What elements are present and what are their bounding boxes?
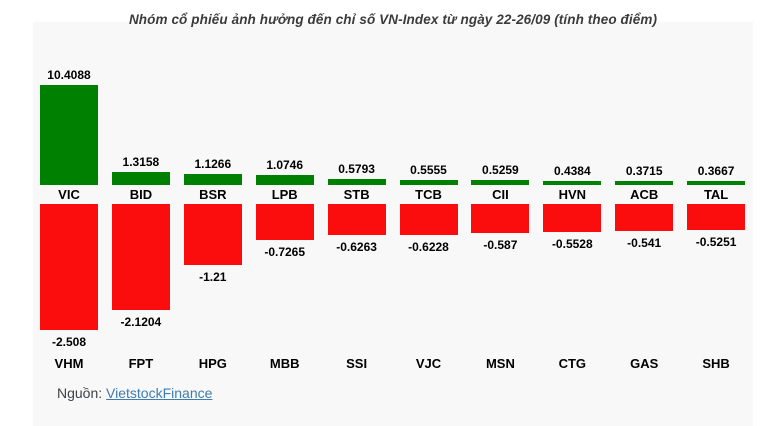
negative-value-label: -2.508	[51, 335, 87, 349]
negative-bar	[687, 204, 746, 230]
positive-ticker-label: ACB	[630, 187, 659, 202]
negative-ticker-label: CTG	[558, 356, 587, 371]
positive-value-label: 1.0746	[266, 158, 304, 172]
negative-bar	[40, 204, 98, 330]
source-line: Nguồn: VietstockFinance	[57, 385, 212, 401]
positive-bar	[471, 180, 530, 185]
negative-bar	[183, 204, 242, 265]
positive-ticker-label: HVN	[558, 187, 587, 202]
positive-ticker-label: TAL	[703, 187, 729, 202]
positive-bar	[687, 181, 746, 185]
negative-value-label: -1.21	[199, 270, 227, 284]
positive-ticker-label: LPB	[271, 187, 298, 202]
bar-column: 0.5259 CII -0.587 MSN	[471, 0, 530, 426]
positive-bar	[615, 181, 674, 185]
positive-ticker-label: TCB	[415, 187, 442, 202]
negative-ticker-label: VJC	[415, 356, 442, 371]
negative-bar	[399, 204, 458, 235]
negative-ticker-label: MBB	[269, 356, 300, 371]
bar-column: 1.0746 LPB -0.7265 MBB	[255, 0, 314, 426]
negative-ticker-label: VHM	[54, 356, 84, 371]
positive-value-label: 0.5259	[482, 163, 519, 177]
negative-ticker-label: SHB	[702, 356, 730, 371]
negative-bar	[255, 204, 314, 240]
source-link[interactable]: VietstockFinance	[106, 385, 213, 401]
negative-bar	[327, 204, 386, 235]
negative-bar	[543, 204, 602, 232]
positive-bar	[255, 175, 314, 185]
negative-value-label: -0.6263	[336, 240, 377, 254]
negative-ticker-label: FPT	[128, 356, 154, 371]
negative-value-label: -0.5251	[695, 235, 737, 249]
negative-bar	[471, 204, 530, 233]
negative-value-label: -0.6228	[408, 240, 449, 254]
bar-column: 0.3667 TAL -0.5251 SHB	[687, 0, 746, 426]
positive-value-label: 1.1266	[194, 157, 232, 171]
bar-column: 1.1266 BSR -1.21 HPG	[183, 0, 242, 426]
bar-column: 0.5793 STB -0.6263 SSI	[327, 0, 386, 426]
positive-value-label: 0.5793	[338, 162, 375, 176]
bar-column: 0.4384 HVN -0.5528 CTG	[543, 0, 602, 426]
positive-value-label: 0.3715	[625, 164, 663, 178]
bar-column: 10.4088 VIC -2.508 VHM	[40, 0, 98, 426]
positive-bar	[399, 180, 458, 185]
negative-ticker-label: MSN	[485, 356, 515, 371]
positive-ticker-label: CII	[492, 187, 509, 202]
positive-bar	[327, 179, 386, 185]
negative-value-label: -0.587	[483, 238, 518, 252]
positive-ticker-label: BID	[129, 187, 153, 202]
positive-value-label: 10.4088	[47, 68, 91, 82]
chart-title: Nhóm cổ phiếu ảnh hưởng đến chỉ số VN-In…	[128, 12, 658, 27]
negative-ticker-label: SSI	[346, 356, 368, 371]
positive-value-label: 0.3667	[697, 164, 735, 178]
bar-column: 1.3158 BID -2.1204 FPT	[111, 0, 170, 426]
positive-value-label: 1.3158	[122, 155, 160, 169]
positive-bar	[543, 181, 602, 185]
negative-value-label: -0.5528	[551, 237, 593, 251]
bar-column: 0.5555 TCB -0.6228 VJC	[399, 0, 458, 426]
positive-value-label: 0.4384	[553, 164, 591, 178]
positive-ticker-label: STB	[343, 187, 370, 202]
source-label: Nguồn:	[57, 385, 103, 401]
negative-ticker-label: HPG	[198, 356, 227, 371]
positive-value-label: 0.5555	[410, 163, 447, 177]
negative-bar	[615, 204, 674, 231]
negative-value-label: -0.7265	[264, 245, 306, 259]
bar-column: 0.3715 ACB -0.541 GAS	[615, 0, 674, 426]
positive-ticker-label: VIC	[58, 187, 80, 202]
negative-value-label: -0.541	[627, 236, 662, 250]
negative-bar	[111, 204, 170, 310]
negative-value-label: -2.1204	[120, 315, 162, 329]
positive-bar	[40, 85, 98, 185]
positive-ticker-label: BSR	[199, 187, 227, 202]
positive-bar	[111, 172, 170, 185]
positive-bar	[183, 174, 242, 185]
negative-ticker-label: GAS	[630, 356, 659, 371]
